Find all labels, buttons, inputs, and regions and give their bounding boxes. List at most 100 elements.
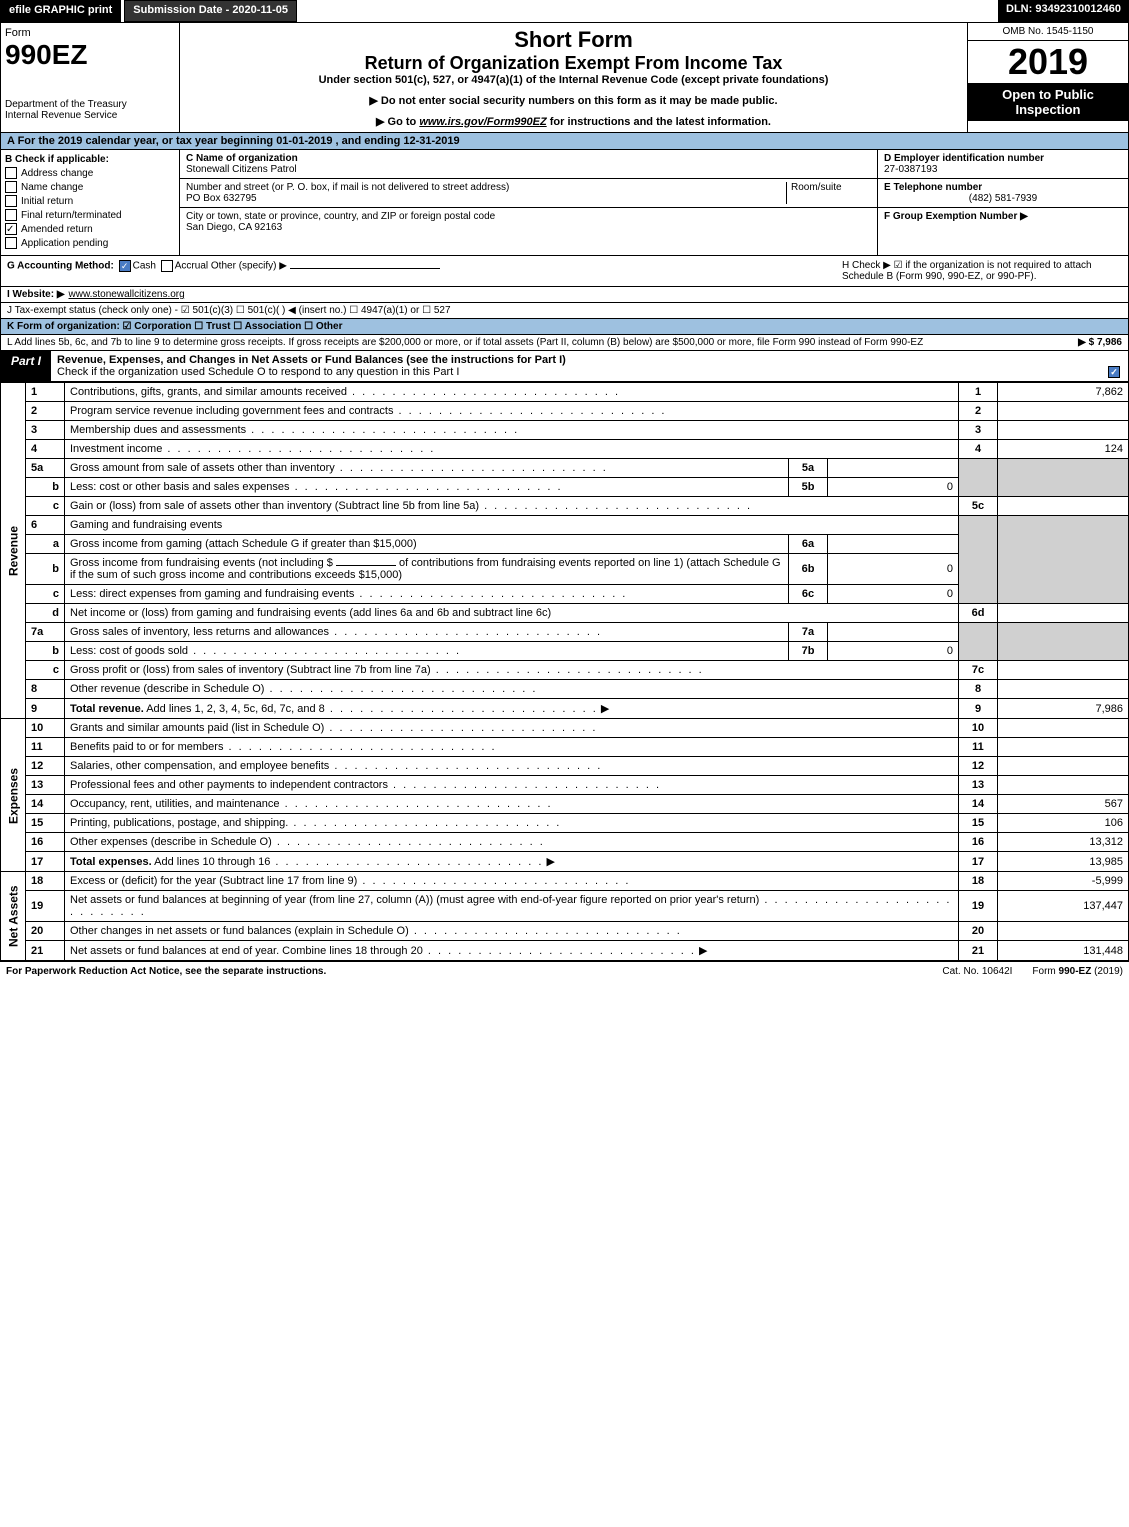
ein-label: D Employer identification number: [884, 153, 1122, 164]
header-right: OMB No. 1545-1150 2019 Open to Public In…: [967, 23, 1128, 132]
org-name: Stonewall Citizens Patrol: [186, 164, 871, 175]
6b-amount-input[interactable]: [336, 565, 396, 566]
cash-checkbox[interactable]: [119, 260, 131, 272]
street-label: Number and street (or P. O. box, if mail…: [186, 182, 786, 193]
line-6a-value: [828, 535, 959, 554]
phone-value: (482) 581-7939: [884, 193, 1122, 204]
section-h: H Check ▶ ☑ if the organization is not r…: [842, 260, 1122, 282]
header-left: Form 990EZ Department of the Treasury In…: [1, 23, 180, 132]
line-11-value: [998, 738, 1129, 757]
paperwork-notice: For Paperwork Reduction Act Notice, see …: [6, 966, 922, 977]
short-form-title: Short Form: [184, 27, 963, 53]
check-final-return[interactable]: Final return/terminated: [5, 209, 175, 221]
omb-number: OMB No. 1545-1150: [968, 23, 1128, 41]
tax-year: 2019: [968, 41, 1128, 83]
line-5b-value: 0: [828, 478, 959, 497]
check-address-change[interactable]: Address change: [5, 167, 175, 179]
phone-label: E Telephone number: [884, 182, 1122, 193]
line-13-value: [998, 776, 1129, 795]
section-c: C Name of organization Stonewall Citizen…: [180, 150, 877, 255]
line-5a-value: [828, 459, 959, 478]
other-method-input[interactable]: [290, 268, 440, 269]
line-4-value: 124: [998, 440, 1129, 459]
line-21-value: 131,448: [998, 941, 1129, 961]
form-subtitle: Under section 501(c), 527, or 4947(a)(1)…: [184, 74, 963, 86]
room-suite-label: Room/suite: [786, 182, 871, 204]
line-6b-value: 0: [828, 554, 959, 585]
form-label: Form: [5, 27, 175, 39]
ein-value: 27-0387193: [884, 164, 1122, 175]
section-i: I Website: ▶ www.stonewallcitizens.org: [0, 287, 1129, 303]
header-center: Short Form Return of Organization Exempt…: [180, 23, 967, 132]
check-application-pending[interactable]: Application pending: [5, 237, 175, 249]
org-name-label: C Name of organization: [186, 153, 871, 164]
section-l-text: L Add lines 5b, 6c, and 7b to line 9 to …: [7, 337, 923, 348]
line-1-value: 7,862: [998, 383, 1129, 402]
line-3-value: [998, 421, 1129, 440]
section-j: J Tax-exempt status (check only one) - ☑…: [0, 303, 1129, 319]
efile-print-button[interactable]: efile GRAPHIC print: [0, 0, 121, 22]
section-b-label: B Check if applicable:: [5, 154, 175, 165]
line-18-value: -5,999: [998, 872, 1129, 891]
line-7c-value: [998, 661, 1129, 680]
info-block: B Check if applicable: Address change Na…: [0, 150, 1129, 256]
note-instructions: ▶ Go to www.irs.gov/Form990EZ for instru…: [184, 115, 963, 128]
website-link[interactable]: www.stonewallcitizens.org: [69, 289, 185, 300]
note-ssn: ▶ Do not enter social security numbers o…: [184, 94, 963, 107]
line-17-value: 13,985: [998, 852, 1129, 872]
line-9-value: 7,986: [998, 699, 1129, 719]
open-inspection: Open to Public Inspection: [968, 83, 1128, 121]
section-k: K Form of organization: ☑ Corporation ☐ …: [0, 319, 1129, 335]
other-method: Other (specify) ▶: [211, 261, 287, 272]
top-bar: efile GRAPHIC print Submission Date - 20…: [0, 0, 1129, 22]
tax-year-row: A For the 2019 calendar year, or tax yea…: [0, 133, 1129, 150]
group-exemption-label: F Group Exemption Number ▶: [884, 211, 1028, 222]
city-value: San Diego, CA 92163: [186, 222, 871, 233]
part-1-table: Revenue 1 Contributions, gifts, grants, …: [0, 382, 1129, 961]
info-right: D Employer identification number 27-0387…: [877, 150, 1128, 255]
line-15-value: 106: [998, 814, 1129, 833]
line-20-value: [998, 922, 1129, 941]
expenses-section-label: Expenses: [1, 719, 26, 872]
part-1-title: Revenue, Expenses, and Changes in Net As…: [51, 351, 1128, 381]
irs-label: Internal Revenue Service: [5, 110, 175, 121]
dept-label: Department of the Treasury: [5, 99, 175, 110]
line-7a-value: [828, 623, 959, 642]
dln-label: DLN: 93492310012460: [998, 0, 1129, 22]
accrual-checkbox[interactable]: [161, 260, 173, 272]
line-5c-value: [998, 497, 1129, 516]
check-initial-return[interactable]: Initial return: [5, 195, 175, 207]
line-6d-value: [998, 604, 1129, 623]
tax-exempt-status: J Tax-exempt status (check only one) - ☑…: [7, 305, 451, 316]
form-version: Form 990-EZ (2019): [1032, 966, 1123, 977]
schedule-o-checkbox[interactable]: [1108, 366, 1120, 378]
section-b: B Check if applicable: Address change Na…: [1, 150, 180, 255]
cat-number: Cat. No. 10642I: [942, 966, 1012, 977]
page-footer: For Paperwork Reduction Act Notice, see …: [0, 961, 1129, 981]
website-label: I Website: ▶: [7, 289, 65, 300]
line-10-value: [998, 719, 1129, 738]
line-7b-value: 0: [828, 642, 959, 661]
street-value: PO Box 632795: [186, 193, 786, 204]
part-1-header: Part I Revenue, Expenses, and Changes in…: [0, 351, 1129, 382]
form-of-org: K Form of organization: ☑ Corporation ☐ …: [7, 321, 343, 332]
check-name-change[interactable]: Name change: [5, 181, 175, 193]
line-19-value: 137,447: [998, 891, 1129, 922]
irs-link[interactable]: www.irs.gov/Form990EZ: [419, 116, 546, 128]
line-8-value: [998, 680, 1129, 699]
section-l: L Add lines 5b, 6c, and 7b to line 9 to …: [0, 335, 1129, 351]
net-assets-section-label: Net Assets: [1, 872, 26, 961]
line-14-value: 567: [998, 795, 1129, 814]
city-label: City or town, state or province, country…: [186, 211, 871, 222]
form-header: Form 990EZ Department of the Treasury In…: [0, 22, 1129, 133]
check-amended-return[interactable]: Amended return: [5, 223, 175, 235]
line-2-value: [998, 402, 1129, 421]
form-number: 990EZ: [5, 39, 175, 71]
line-16-value: 13,312: [998, 833, 1129, 852]
line-6c-value: 0: [828, 585, 959, 604]
revenue-section-label: Revenue: [1, 383, 26, 719]
section-l-value: ▶ $ 7,986: [1078, 337, 1122, 348]
line-12-value: [998, 757, 1129, 776]
submission-date-button[interactable]: Submission Date - 2020-11-05: [124, 0, 297, 22]
part-1-label: Part I: [1, 351, 51, 381]
